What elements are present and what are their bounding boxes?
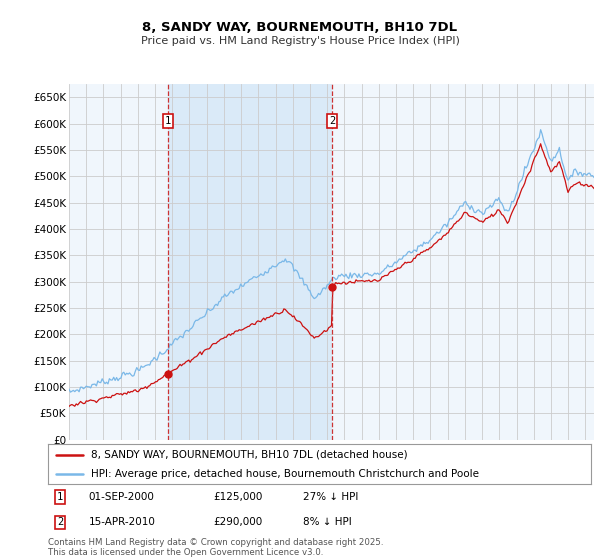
Text: 1: 1: [57, 492, 63, 502]
Text: £290,000: £290,000: [213, 517, 262, 528]
Text: 27% ↓ HPI: 27% ↓ HPI: [303, 492, 358, 502]
Text: 01-SEP-2000: 01-SEP-2000: [89, 492, 155, 502]
Text: 15-APR-2010: 15-APR-2010: [89, 517, 155, 528]
Bar: [168, 84, 332, 440]
Text: Price paid vs. HM Land Registry's House Price Index (HPI): Price paid vs. HM Land Registry's House …: [140, 36, 460, 46]
Text: HPI: Average price, detached house, Bournemouth Christchurch and Poole: HPI: Average price, detached house, Bour…: [91, 469, 479, 479]
Text: 8, SANDY WAY, BOURNEMOUTH, BH10 7DL: 8, SANDY WAY, BOURNEMOUTH, BH10 7DL: [142, 21, 458, 34]
Text: Contains HM Land Registry data © Crown copyright and database right 2025.
This d: Contains HM Land Registry data © Crown c…: [48, 538, 383, 557]
Text: 1: 1: [165, 116, 171, 127]
Text: 8% ↓ HPI: 8% ↓ HPI: [303, 517, 352, 528]
Text: 8, SANDY WAY, BOURNEMOUTH, BH10 7DL (detached house): 8, SANDY WAY, BOURNEMOUTH, BH10 7DL (det…: [91, 450, 408, 460]
Text: 2: 2: [329, 116, 335, 127]
Text: £125,000: £125,000: [213, 492, 262, 502]
Text: 2: 2: [57, 517, 63, 528]
